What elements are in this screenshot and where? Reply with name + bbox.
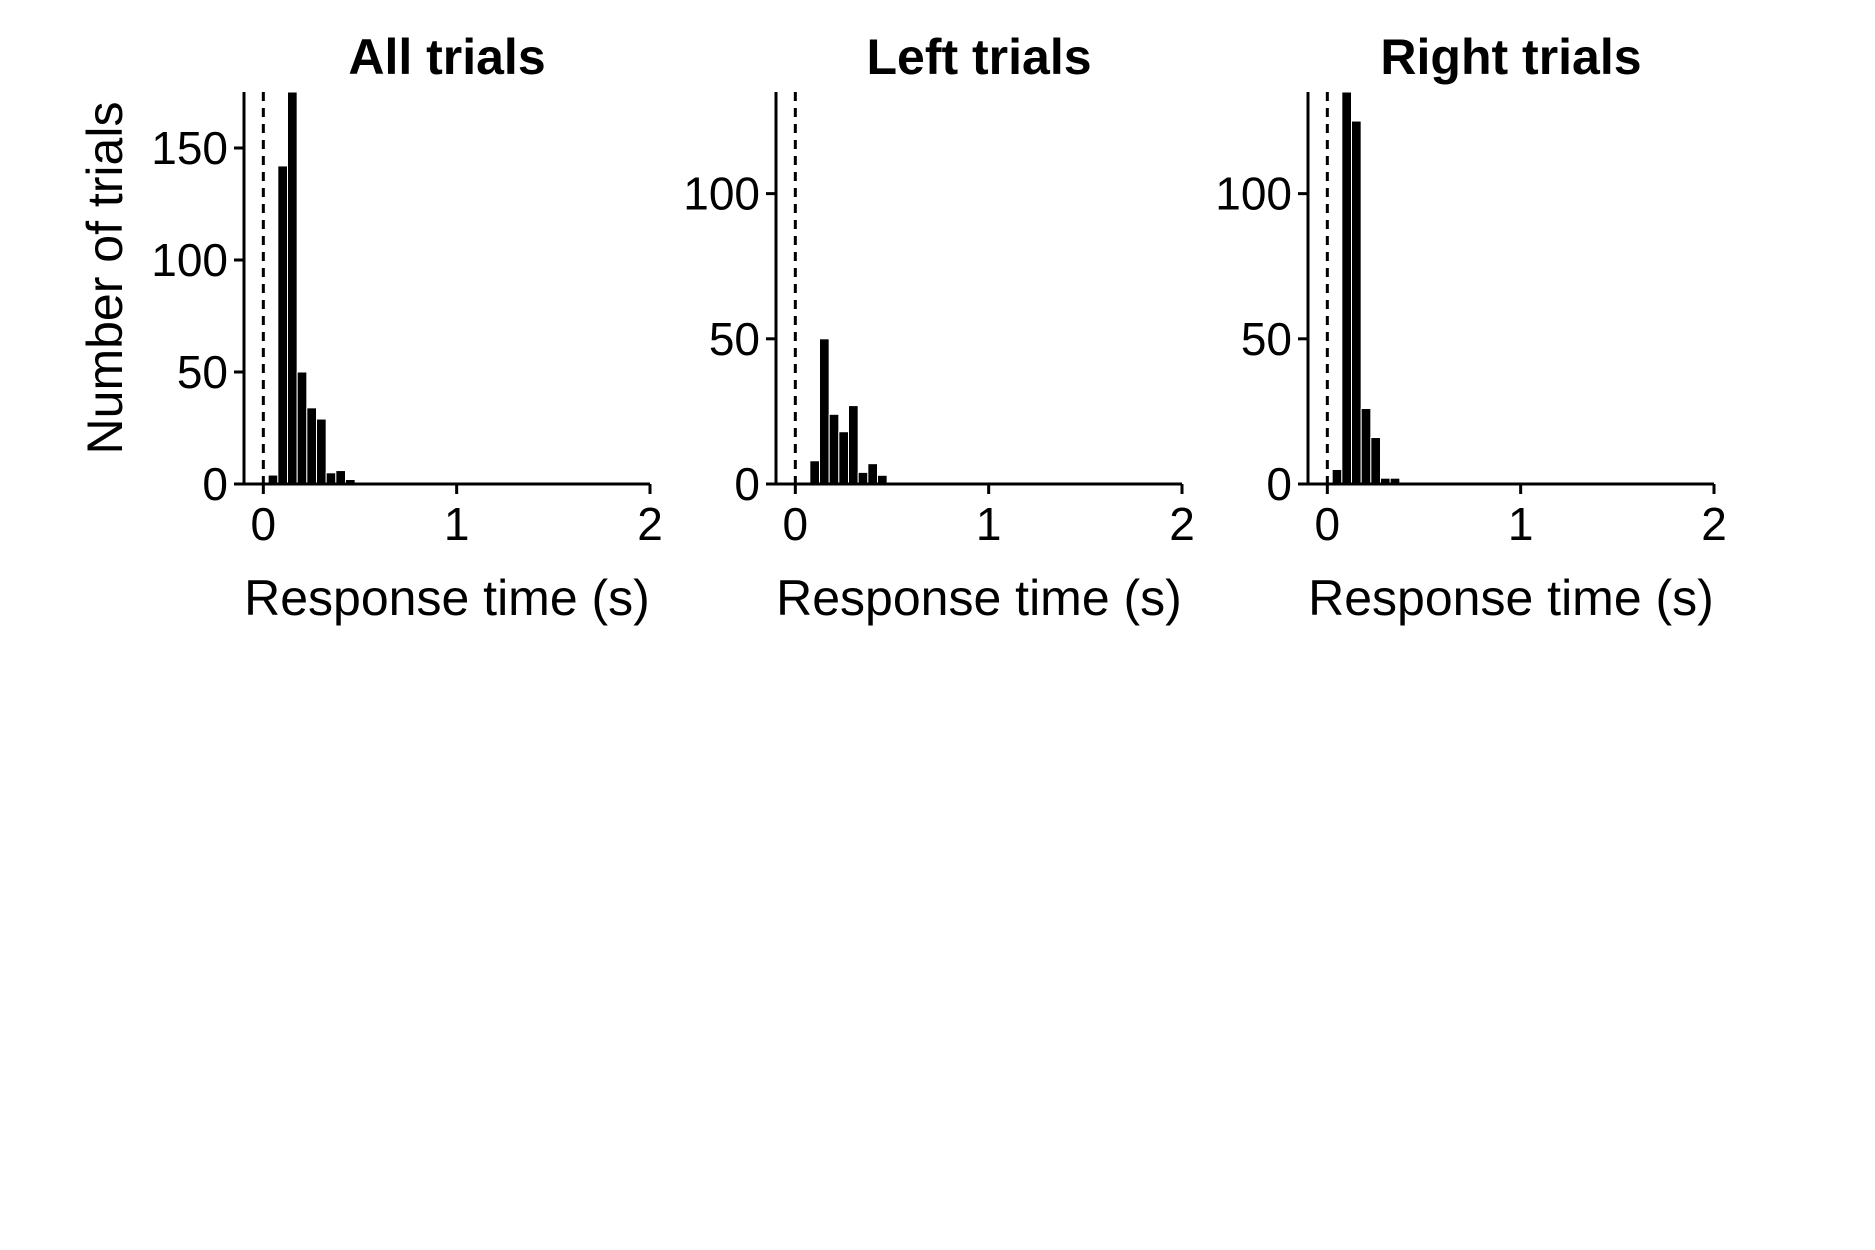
x-tick-label: 2: [1169, 498, 1195, 550]
x-tick-label: 0: [251, 498, 277, 550]
histogram-bar: [848, 405, 859, 485]
histogram-bar: [306, 407, 318, 485]
y-tick-label: 50: [177, 346, 228, 398]
histogram-bar: [809, 460, 820, 485]
x-tick-label: 1: [976, 498, 1002, 550]
y-axis-label: Number of trials: [77, 102, 133, 455]
x-tick-label: 2: [1701, 498, 1727, 550]
histogram-bar: [277, 165, 289, 485]
histogram-bar: [867, 463, 878, 485]
x-tick-label: 1: [1508, 498, 1534, 550]
histogram-bar: [1351, 120, 1362, 485]
histogram-bar: [325, 472, 337, 485]
histogram-bar: [857, 471, 869, 485]
histogram-bar: [296, 371, 308, 485]
y-tick-label: 100: [1215, 168, 1292, 220]
histogram-bar: [838, 431, 849, 485]
x-tick-label: 1: [444, 498, 470, 550]
x-tick-label: 2: [637, 498, 663, 550]
histogram-bar: [1360, 408, 1372, 485]
y-tick-label: 50: [1241, 313, 1292, 365]
y-tick-label: 0: [202, 458, 228, 510]
y-tick-label: 50: [709, 313, 760, 365]
y-tick-label: 0: [734, 458, 760, 510]
histogram-bar: [335, 470, 347, 485]
x-axis-label: Response time (s): [1308, 570, 1714, 626]
y-tick-label: 100: [151, 234, 228, 286]
chart-panel-1: 0 50 100 150 0 1 2 All trials Response time (s) N…: [77, 29, 663, 626]
histogram-bar: [1370, 437, 1382, 485]
chart-panel-3: 0 50 100 0 1 2 Right trials Response time (s): [1215, 29, 1727, 626]
x-axis-label: Response time (s): [244, 570, 650, 626]
histogram-bar: [287, 91, 298, 485]
histogram-bar: [1331, 468, 1343, 485]
x-axis-label: Response time (s): [776, 570, 1182, 626]
histogram-bar: [316, 418, 327, 485]
histogram-bar: [819, 338, 830, 485]
y-tick-label: 100: [683, 168, 760, 220]
chart-title: All trials: [348, 29, 545, 85]
histogram-bar: [1341, 91, 1353, 485]
chart-panel-2: 0 50 100 0 1 2 Left trials Response time (s): [683, 29, 1195, 626]
y-tick-label: 150: [151, 122, 228, 174]
y-tick-label: 0: [1266, 458, 1292, 510]
histogram-bar: [828, 413, 840, 485]
chart-title: Left trials: [866, 29, 1091, 85]
x-tick-label: 0: [1315, 498, 1341, 550]
chart-title: Right trials: [1380, 29, 1641, 85]
x-tick-label: 0: [783, 498, 809, 550]
